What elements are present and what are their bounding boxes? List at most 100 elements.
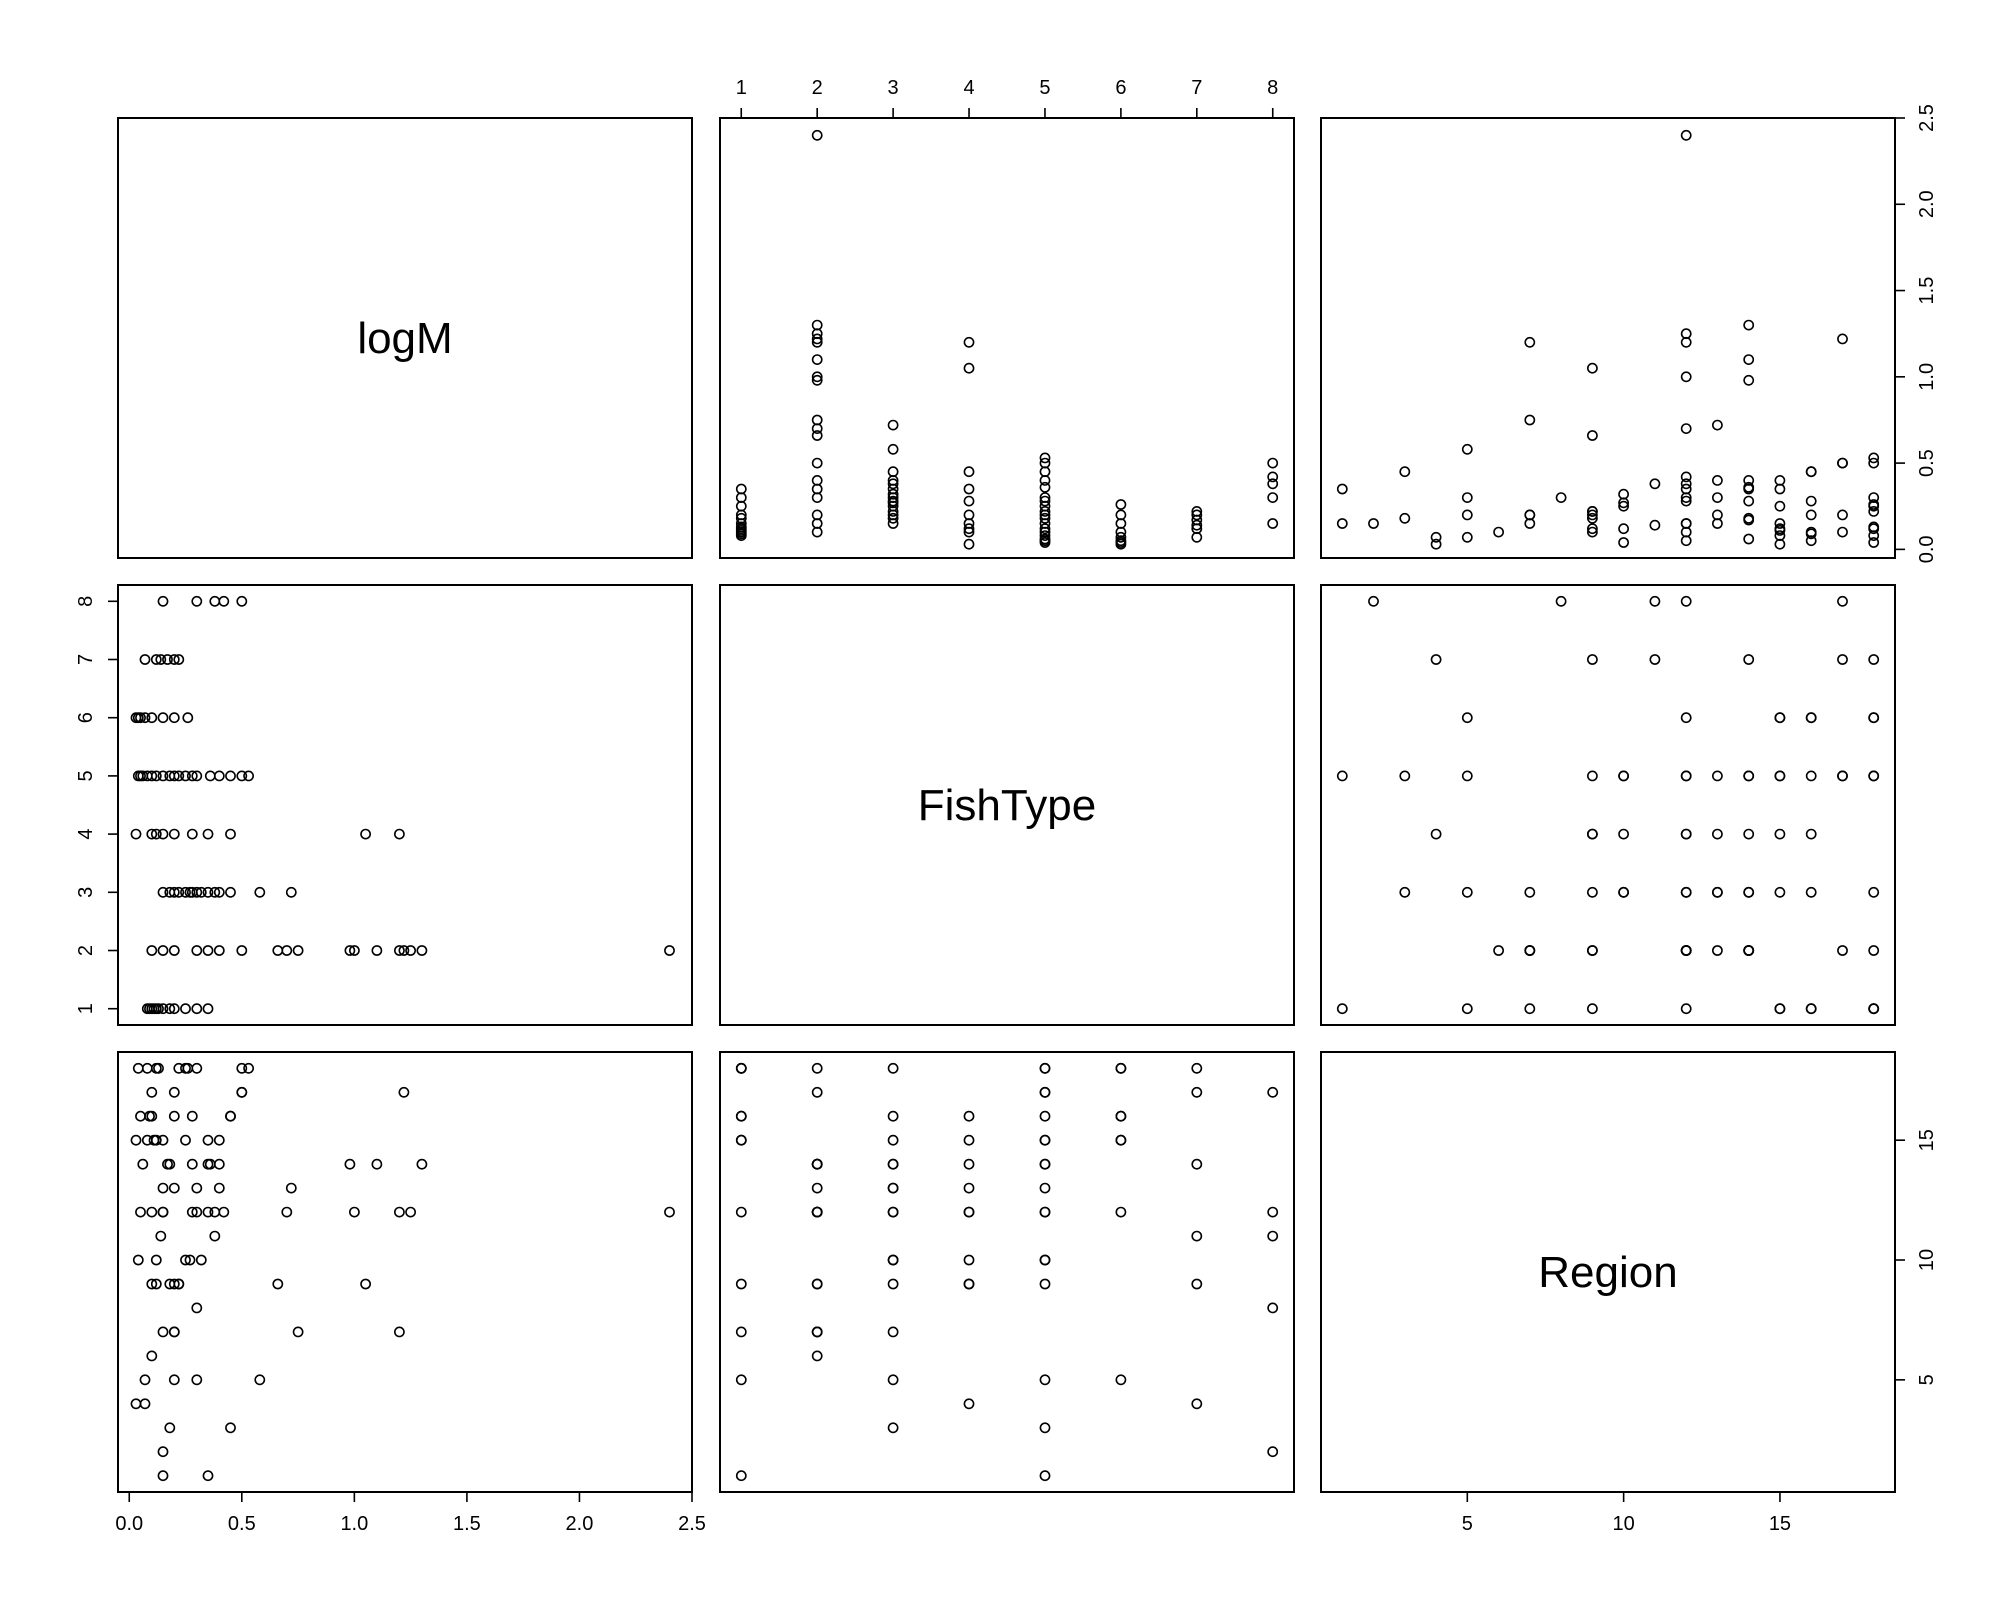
point-Region-vs-FishType <box>1039 1086 1051 1098</box>
point-logM-vs-FishType <box>811 457 823 469</box>
point-logM-vs-FishType <box>811 336 823 348</box>
point-Region-vs-FishType <box>887 1278 899 1290</box>
point-Region-vs-logM <box>164 1422 176 1434</box>
point-Region-vs-FishType <box>1191 1278 1203 1290</box>
point-logM-vs-FishType <box>735 521 747 533</box>
point-FishType-vs-Region <box>1868 654 1880 665</box>
point-Region-vs-logM <box>195 1254 207 1266</box>
point-FishType-vs-logM <box>150 828 162 840</box>
point-logM-vs-FishType <box>963 336 975 348</box>
point-Region-vs-logM <box>191 1062 203 1074</box>
point-Region-vs-FishType <box>887 1110 899 1122</box>
y-tick-label-logM: 2.5 <box>1916 104 1938 132</box>
point-logM-vs-FishType <box>811 492 823 503</box>
point-logM-vs-Region <box>1680 129 1692 141</box>
point-FishType-vs-logM <box>146 712 158 724</box>
point-Region-vs-logM <box>135 1206 146 1218</box>
point-FishType-vs-Region <box>1712 770 1723 782</box>
point-logM-vs-Region <box>1774 500 1786 512</box>
point-logM-vs-Region <box>1712 419 1723 431</box>
point-FishType-vs-Region <box>1524 886 1536 898</box>
point-FishType-vs-logM <box>157 770 169 782</box>
point-FishType-vs-Region <box>1680 595 1692 607</box>
point-Region-vs-FishType <box>1115 1134 1127 1146</box>
point-logM-vs-Region <box>1649 519 1661 531</box>
x-tick-label-FishType: 5 <box>1039 77 1050 99</box>
point-FishType-vs-Region <box>1680 886 1692 898</box>
point-FishType-vs-logM <box>254 886 266 898</box>
point-logM-vs-FishType <box>1039 474 1051 486</box>
point-logM-vs-Region <box>1743 474 1755 486</box>
point-Region-vs-FishType <box>887 1158 899 1170</box>
y-tick-label-Region: 5 <box>1916 1374 1938 1385</box>
point-Region-vs-FishType <box>1039 1374 1051 1386</box>
point-FishType-vs-logM <box>155 654 167 665</box>
point-Region-vs-logM <box>150 1254 162 1266</box>
point-Region-vs-logM <box>186 1158 198 1170</box>
point-Region-vs-FishType <box>1039 1182 1051 1194</box>
point-FishType-vs-Region <box>1618 828 1629 840</box>
point-FishType-vs-logM <box>173 654 185 665</box>
point-logM-vs-Region <box>1524 414 1536 426</box>
point-Region-vs-logM <box>157 1134 169 1146</box>
point-FishType-vs-Region <box>1587 770 1598 782</box>
point-Region-vs-FishType <box>887 1254 899 1266</box>
point-logM-vs-FishType <box>1039 495 1051 507</box>
point-logM-vs-FishType <box>811 129 823 141</box>
panel-frame-Region-logM <box>117 1051 693 1493</box>
point-FishType-vs-logM <box>213 770 225 782</box>
point-logM-vs-Region <box>1868 457 1880 469</box>
y-tick-label-logM: 0.0 <box>1916 535 1938 563</box>
point-FishType-vs-logM <box>150 654 162 665</box>
point-FishType-vs-logM <box>209 595 221 607</box>
point-Region-vs-logM <box>398 1086 410 1098</box>
point-Region-vs-FishType <box>1115 1374 1127 1386</box>
point-logM-vs-FishType <box>811 430 823 441</box>
point-FishType-vs-Region <box>1868 1003 1880 1015</box>
point-Region-vs-logM <box>202 1470 214 1482</box>
point-logM-vs-Region <box>1336 518 1348 529</box>
point-FishType-vs-logM <box>398 945 410 956</box>
point-logM-vs-FishType <box>963 495 975 507</box>
point-logM-vs-Region <box>1680 423 1692 434</box>
point-FishType-vs-Region <box>1743 886 1755 898</box>
point-Region-vs-FishType <box>811 1182 823 1194</box>
point-logM-vs-FishType <box>887 518 899 529</box>
point-logM-vs-Region <box>1555 492 1567 503</box>
point-Region-vs-logM <box>157 1326 169 1338</box>
point-logM-vs-FishType <box>1039 481 1051 493</box>
point-FishType-vs-logM <box>202 1003 214 1015</box>
point-FishType-vs-logM <box>168 828 180 840</box>
point-Region-vs-FishType <box>1115 1110 1127 1122</box>
point-logM-vs-Region <box>1743 319 1755 331</box>
point-Region-vs-logM <box>141 1062 153 1074</box>
point-Region-vs-logM <box>191 1182 203 1194</box>
point-FishType-vs-logM <box>225 886 236 898</box>
point-logM-vs-Region <box>1712 474 1723 486</box>
point-logM-vs-Region <box>1493 526 1504 538</box>
y-tick-label-FishType: 1 <box>75 1003 97 1014</box>
point-Region-vs-logM <box>139 1398 151 1410</box>
point-Region-vs-FishType <box>1115 1062 1127 1074</box>
point-logM-vs-Region <box>1868 537 1880 548</box>
point-FishType-vs-Region <box>1712 945 1723 956</box>
point-Region-vs-logM <box>213 1134 225 1146</box>
point-FishType-vs-logM <box>157 828 169 840</box>
point-logM-vs-Region <box>1837 509 1848 521</box>
point-FishType-vs-logM <box>292 945 304 956</box>
point-FishType-vs-Region <box>1680 712 1692 724</box>
x-tick-label-FishType: 3 <box>888 77 899 99</box>
point-logM-vs-Region <box>1618 537 1629 548</box>
point-FishType-vs-Region <box>1774 712 1786 724</box>
point-Region-vs-FishType <box>1115 1206 1127 1218</box>
point-Region-vs-logM <box>281 1206 293 1218</box>
point-Region-vs-logM <box>664 1206 675 1218</box>
point-logM-vs-Region <box>1587 526 1598 538</box>
point-FishType-vs-logM <box>191 595 203 607</box>
point-FishType-vs-Region <box>1399 770 1411 782</box>
point-Region-vs-FishType <box>963 1158 975 1170</box>
point-Region-vs-logM <box>225 1422 236 1434</box>
point-logM-vs-FishType <box>963 466 975 478</box>
point-FishType-vs-logM <box>213 886 225 898</box>
point-Region-vs-logM <box>405 1206 416 1218</box>
